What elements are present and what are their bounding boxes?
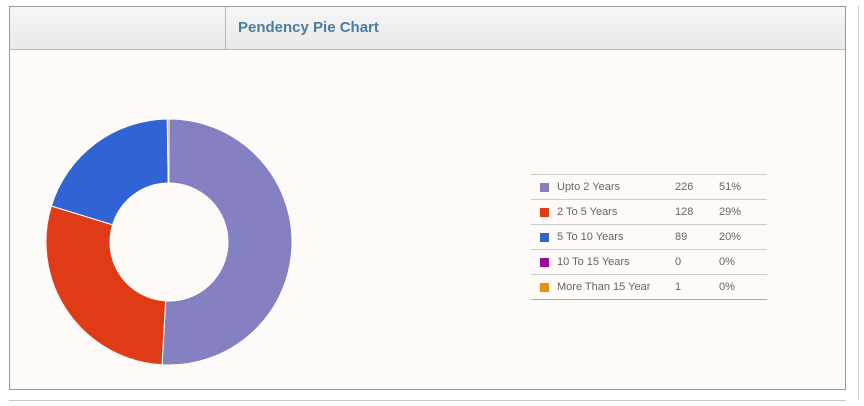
legend-percent: 51% <box>719 181 742 193</box>
legend-percent: 29% <box>719 206 742 218</box>
right-divider <box>858 6 859 400</box>
legend-value: 0 <box>675 256 682 268</box>
legend-percent: 0% <box>719 281 735 293</box>
legend-label: 5 To 10 Years <box>557 231 624 243</box>
header-left-cell <box>10 7 226 49</box>
legend-label: 10 To 15 Years <box>557 256 630 268</box>
panel-header: Pendency Pie Chart <box>10 7 845 50</box>
legend-value: 226 <box>675 181 694 193</box>
legend-percent: 20% <box>719 231 742 243</box>
legend-label: Upto 2 Years <box>557 181 620 193</box>
legend-swatch <box>539 232 549 242</box>
pie-slice-0[interactable] <box>161 118 293 366</box>
legend-row: 2 To 5 Years 128 29% <box>531 199 767 225</box>
legend-value: 89 <box>675 231 688 243</box>
pie-slice-4[interactable] <box>166 118 170 184</box>
chart-legend: Upto 2 Years 226 51% 2 To 5 Years 128 29% 5 To… <box>531 174 767 300</box>
pendency-chart-panel: Pendency Pie Chart <box>9 6 846 390</box>
panel-title: Pendency Pie Chart <box>238 19 379 36</box>
legend-label: 2 To 5 Years <box>557 206 618 218</box>
legend-percent: 0% <box>719 256 735 268</box>
donut-chart <box>45 118 293 366</box>
pie-slice-2[interactable] <box>50 118 169 226</box>
legend-swatch <box>539 282 549 292</box>
legend-swatch <box>539 182 549 192</box>
pie-slice-1[interactable] <box>45 205 167 366</box>
legend-row: Upto 2 Years 226 51% <box>531 174 767 200</box>
legend-row: 5 To 10 Years 89 20% <box>531 224 767 250</box>
legend-value: 1 <box>675 281 682 293</box>
legend-value: 128 <box>675 206 694 218</box>
bottom-divider <box>9 400 846 401</box>
legend-label: More Than 15 Year <box>557 281 651 293</box>
legend-swatch <box>539 207 549 217</box>
legend-row: More Than 15 Year 1 0% <box>531 274 767 300</box>
legend-row: 10 To 15 Years 0 0% <box>531 249 767 275</box>
legend-swatch <box>539 257 549 267</box>
